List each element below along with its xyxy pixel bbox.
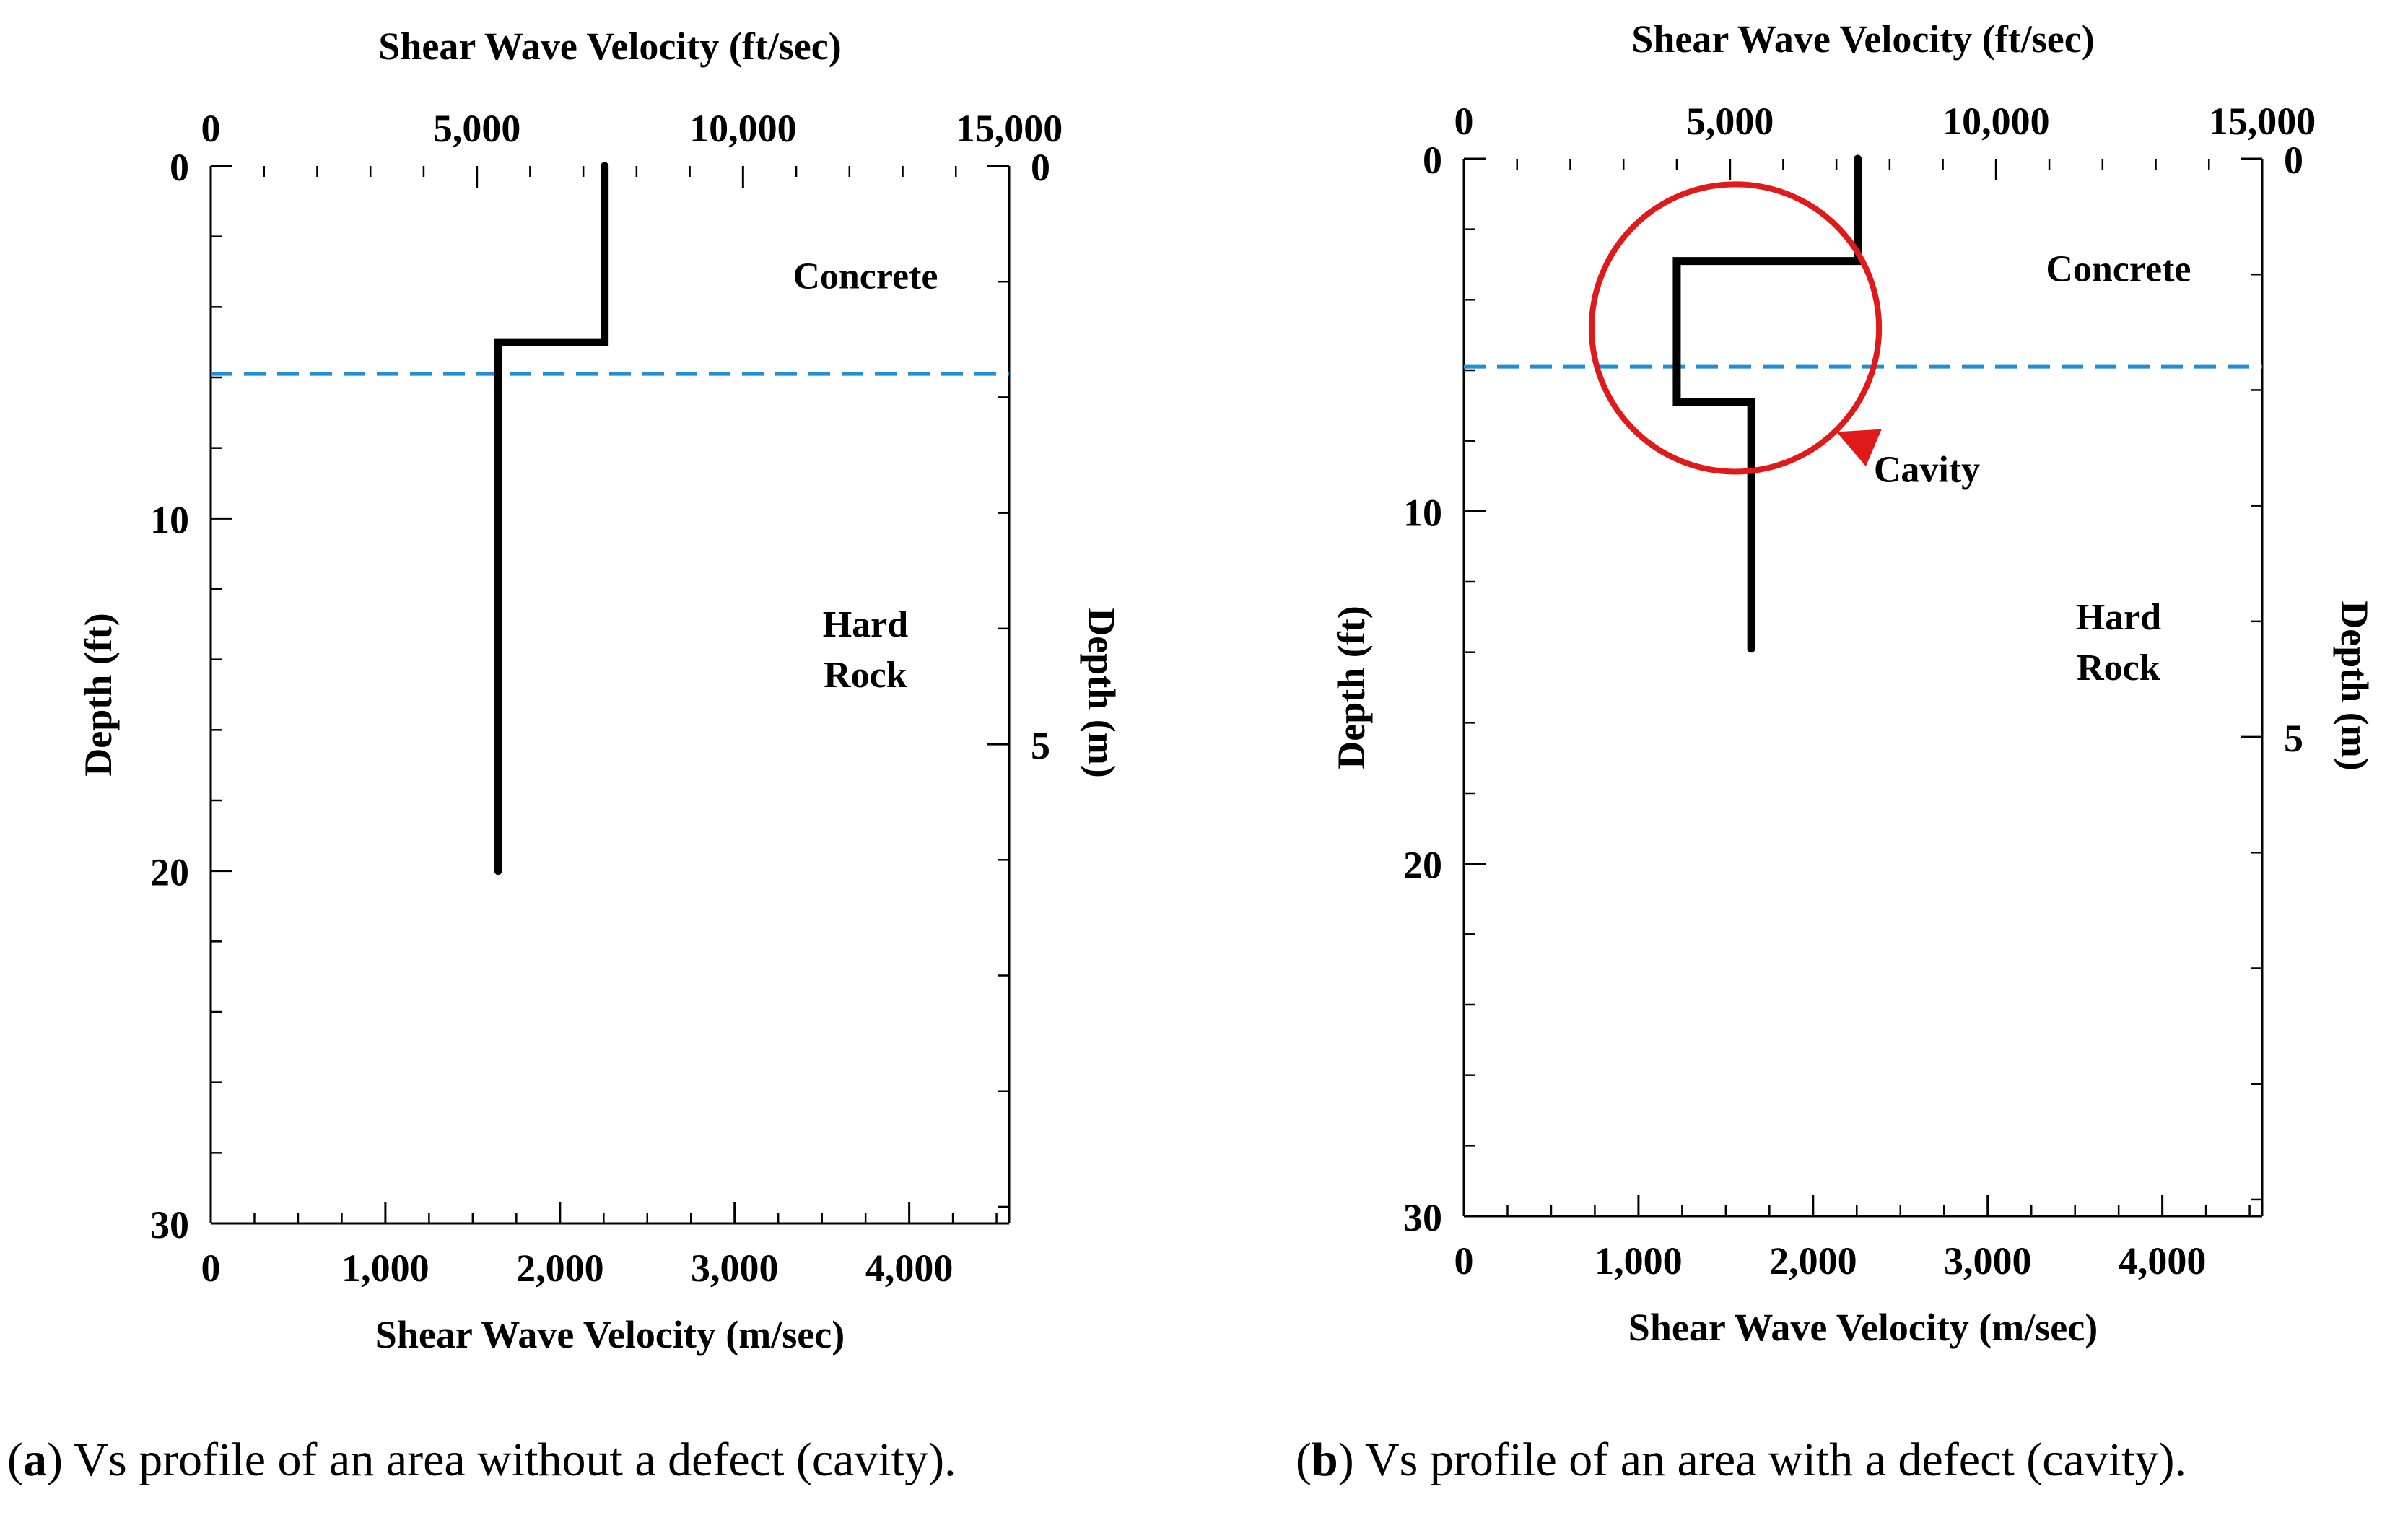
left-tick-label: 0 (1423, 139, 1442, 182)
region-label: Rock (2077, 647, 2160, 689)
region-label: Concrete (2046, 248, 2191, 289)
cavity-arrow (1836, 429, 1882, 467)
bottom-tick-label: 2,000 (1769, 1239, 1857, 1283)
left-axis-title: Depth (ft) (77, 613, 120, 776)
top-axis-title: Shear Wave Velocity (ft/sec) (1631, 17, 2094, 61)
cavity-label: Cavity (1874, 450, 1980, 491)
top-tick-label: 5,000 (433, 107, 521, 150)
region-label: Hard (2076, 597, 2162, 638)
vs-profile-line (1672, 154, 1862, 653)
top-tick-label: 0 (201, 107, 221, 150)
bottom-tick-label: 1,000 (1595, 1239, 1683, 1283)
left-tick-label: 20 (150, 851, 189, 894)
cavity-circle (1588, 181, 1883, 475)
left-tick-label: 10 (1403, 491, 1442, 534)
right-tick-label: 0 (1031, 146, 1050, 189)
bottom-tick-label: 3,000 (691, 1247, 779, 1290)
left-axis-title: Depth (ft) (1330, 606, 1373, 769)
right-tick-label: 5 (1031, 724, 1050, 767)
caption-b: (b) Vs profile of an area with a defect … (1296, 1433, 2186, 1486)
left-tick-label: 10 (150, 498, 189, 541)
region-label: Concrete (793, 256, 938, 297)
bottom-tick-label: 3,000 (1944, 1239, 2032, 1283)
top-tick-label: 15,000 (956, 107, 1063, 150)
left-tick-label: 0 (170, 146, 189, 189)
top-tick-label: 10,000 (689, 107, 797, 150)
caption-a: (a) Vs profile of an area without a defe… (7, 1433, 956, 1486)
left-tick-label: 20 (1403, 844, 1442, 887)
bottom-axis-title: Shear Wave Velocity (m/sec) (1628, 1306, 2098, 1349)
bottom-tick-label: 0 (201, 1247, 221, 1290)
bottom-tick-label: 1,000 (341, 1247, 429, 1290)
top-tick-label: 5,000 (1686, 100, 1774, 143)
bottom-tick-label: 4,000 (865, 1247, 954, 1290)
region-label: Rock (824, 655, 907, 696)
left-tick-label: 30 (150, 1203, 189, 1247)
vs-profile-line (494, 162, 609, 876)
top-tick-label: 15,000 (2209, 100, 2316, 143)
left-tick-label: 30 (1403, 1196, 1442, 1239)
right-tick-label: 0 (2284, 139, 2303, 182)
top-tick-label: 0 (1454, 100, 1474, 143)
bottom-tick-label: 0 (1454, 1239, 1474, 1283)
top-tick-label: 10,000 (1942, 100, 2050, 143)
region-label: Hard (823, 604, 909, 645)
right-axis-title: Depth (m) (1080, 608, 1123, 777)
top-axis-title: Shear Wave Velocity (ft/sec) (378, 25, 841, 68)
right-axis-title: Depth (m) (2333, 601, 2376, 770)
bottom-axis-title: Shear Wave Velocity (m/sec) (375, 1313, 845, 1356)
bottom-tick-label: 4,000 (2119, 1239, 2207, 1283)
bottom-tick-label: 2,000 (516, 1247, 604, 1290)
right-tick-label: 5 (2284, 717, 2303, 760)
